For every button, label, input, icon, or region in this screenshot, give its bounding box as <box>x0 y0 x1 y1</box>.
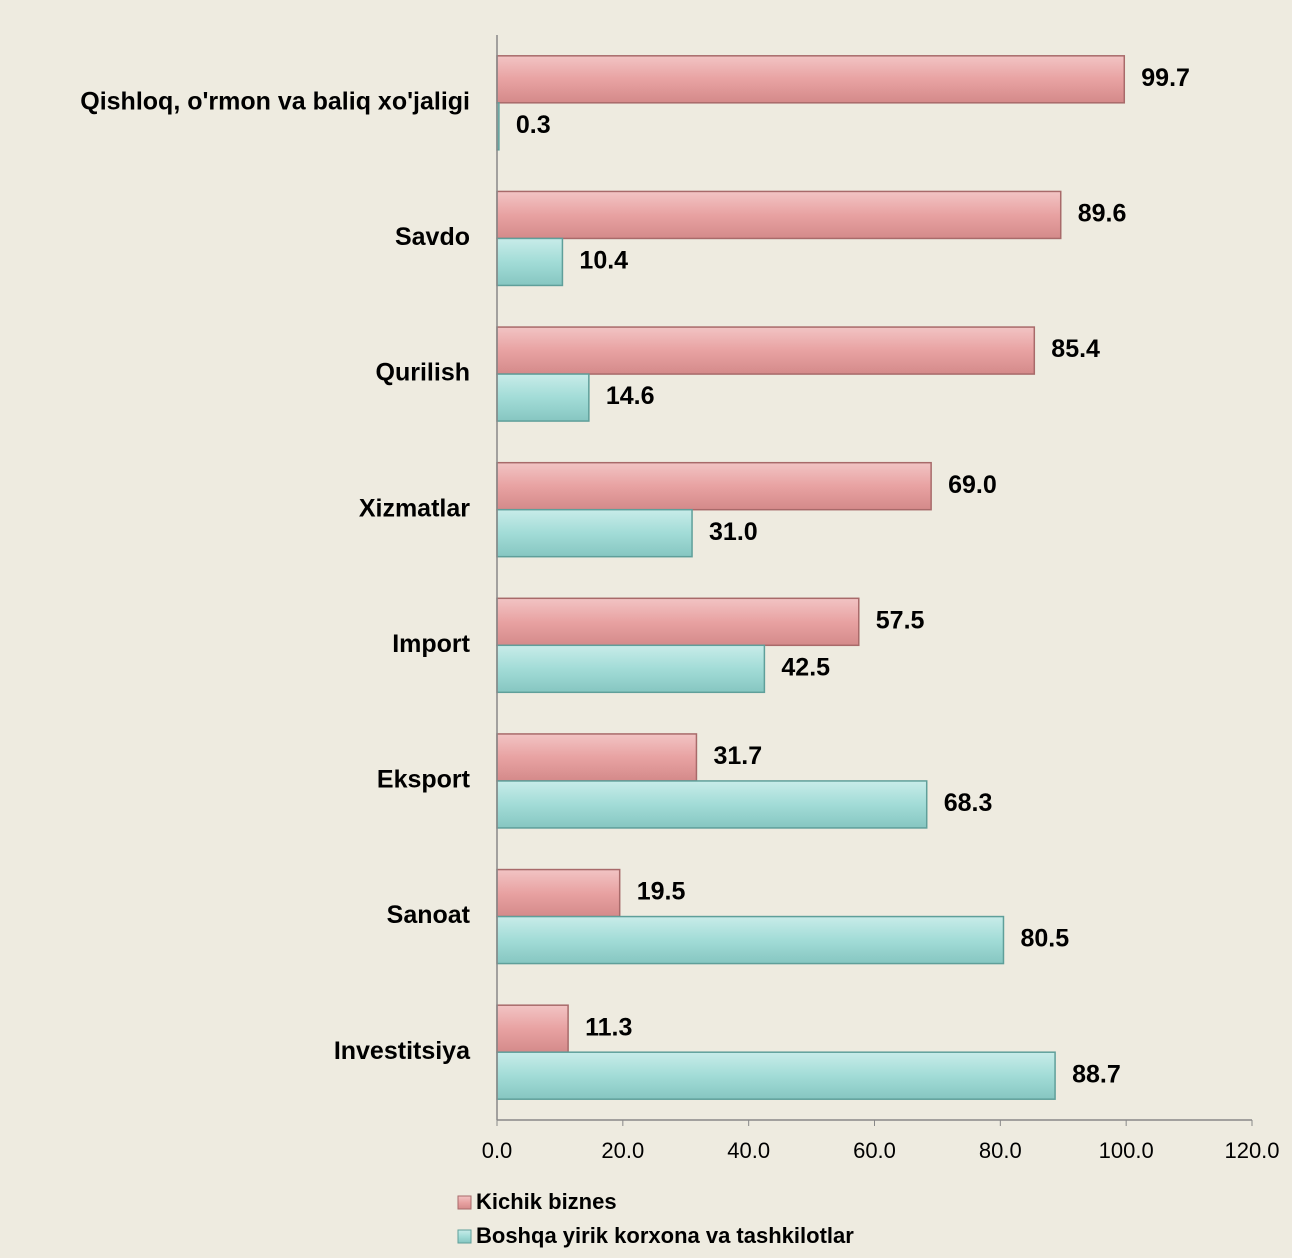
bar <box>496 461 932 511</box>
bar <box>496 868 621 918</box>
category-label: Qurilish <box>376 359 470 387</box>
legend-label: Boshqa yirik korxona va tashkilotlar <box>476 1223 854 1248</box>
x-tick-label: 0.0 <box>482 1138 513 1163</box>
x-tick-label: 80.0 <box>979 1138 1022 1163</box>
bar <box>496 597 860 647</box>
x-tick-label: 120.0 <box>1224 1138 1279 1163</box>
bar <box>496 915 1005 965</box>
value-label: 69.0 <box>948 471 997 499</box>
category-label: Qishloq, o'rmon va baliq xo'jaligi <box>80 87 470 115</box>
category-label: Eksport <box>377 766 471 794</box>
category-label: Savdo <box>395 223 470 251</box>
value-label: 31.7 <box>713 742 762 770</box>
category-label: Import <box>392 630 470 658</box>
legend-swatch <box>457 1195 472 1210</box>
value-label: 0.3 <box>516 111 551 139</box>
value-label: 99.7 <box>1141 64 1190 92</box>
category-label: Investitsiya <box>334 1037 471 1065</box>
value-label: 10.4 <box>579 247 628 275</box>
value-label: 68.3 <box>944 789 993 817</box>
x-tick-label: 60.0 <box>853 1138 896 1163</box>
category-label: Xizmatlar <box>359 494 470 522</box>
legend-swatch <box>457 1229 472 1244</box>
bar <box>496 733 698 782</box>
x-tick-label: 100.0 <box>1099 1138 1154 1163</box>
bar <box>496 190 1062 240</box>
bar <box>496 508 693 558</box>
legend-label: Kichik biznes <box>476 1189 617 1214</box>
x-tick-label: 40.0 <box>727 1138 770 1163</box>
bar <box>496 1051 1056 1100</box>
bar <box>496 55 1126 104</box>
value-label: 14.6 <box>606 382 655 410</box>
bar <box>496 326 1036 375</box>
bar <box>496 237 564 287</box>
bar <box>496 780 928 829</box>
bar <box>496 373 590 422</box>
value-label: 85.4 <box>1051 335 1100 363</box>
category-label: Sanoat <box>387 901 471 929</box>
x-tick-label: 20.0 <box>601 1138 644 1163</box>
value-label: 11.3 <box>585 1013 632 1041</box>
value-label: 31.0 <box>709 518 758 546</box>
value-label: 19.5 <box>637 878 686 906</box>
bar <box>496 1004 569 1053</box>
value-label: 80.5 <box>1020 925 1069 953</box>
value-label: 89.6 <box>1078 200 1127 228</box>
value-label: 57.5 <box>876 606 925 634</box>
value-label: 88.7 <box>1072 1060 1121 1088</box>
value-label: 42.5 <box>781 653 830 681</box>
bar <box>496 644 766 694</box>
